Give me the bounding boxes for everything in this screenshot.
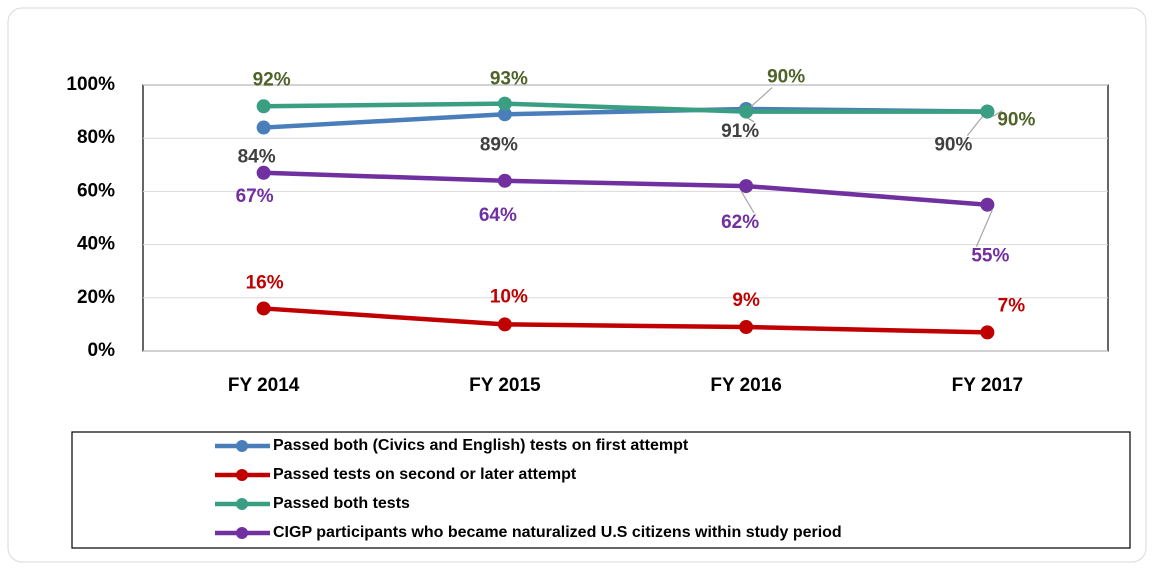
data-label: 84% bbox=[238, 147, 276, 168]
legend-marker bbox=[236, 440, 248, 452]
leader-line bbox=[992, 110, 1003, 118]
data-label: 91% bbox=[721, 121, 759, 142]
y-tick-label: 0% bbox=[88, 340, 116, 361]
chart-card bbox=[7, 7, 1147, 563]
legend-label: Passed tests on second or later attempt bbox=[273, 466, 577, 483]
leader-line bbox=[740, 190, 755, 214]
legend-marker bbox=[236, 498, 248, 510]
y-tick-label: 20% bbox=[77, 287, 115, 308]
y-tick-label: 100% bbox=[66, 74, 115, 95]
legend-box bbox=[71, 431, 1131, 549]
legend-marker bbox=[236, 469, 248, 481]
data-label: 9% bbox=[732, 290, 760, 311]
data-label: 16% bbox=[246, 272, 284, 293]
x-tick-label: FY 2017 bbox=[952, 375, 1023, 396]
series-line bbox=[263, 306, 988, 335]
y-tick-label: 60% bbox=[77, 180, 115, 201]
y-tick-label: 40% bbox=[77, 234, 115, 255]
data-point bbox=[256, 165, 271, 180]
x-tick-label: FY 2014 bbox=[228, 375, 300, 396]
legend-marker bbox=[236, 527, 248, 539]
data-point bbox=[256, 120, 271, 135]
data-point bbox=[497, 96, 512, 111]
series-line bbox=[263, 101, 988, 114]
data-point bbox=[739, 320, 754, 335]
data-point bbox=[739, 179, 754, 194]
series-line bbox=[263, 170, 988, 207]
data-label: 90% bbox=[767, 67, 805, 88]
legend-label: Passed both (Civics and English) tests o… bbox=[273, 437, 689, 454]
data-label: 10% bbox=[490, 286, 528, 307]
data-label: 89% bbox=[480, 134, 518, 155]
data-label: 55% bbox=[971, 246, 1009, 267]
data-label: 92% bbox=[253, 69, 291, 90]
data-label: 64% bbox=[479, 205, 517, 226]
data-label: 90% bbox=[997, 110, 1035, 131]
leader-line bbox=[750, 87, 773, 108]
data-label: 90% bbox=[934, 135, 972, 156]
data-point bbox=[497, 107, 512, 122]
leader-line bbox=[966, 116, 983, 136]
leader-line bbox=[975, 209, 993, 247]
data-point bbox=[980, 325, 995, 340]
data-point bbox=[256, 301, 271, 316]
data-point bbox=[497, 173, 512, 188]
y-tick-label: 80% bbox=[77, 127, 115, 148]
data-point bbox=[497, 317, 512, 332]
data-label: 93% bbox=[490, 69, 528, 90]
data-point bbox=[980, 197, 995, 212]
legend-label: CIGP participants who became naturalized… bbox=[273, 524, 842, 541]
x-tick-label: FY 2015 bbox=[469, 375, 541, 396]
data-point bbox=[256, 99, 271, 114]
data-label: 62% bbox=[721, 212, 759, 233]
data-point bbox=[980, 104, 995, 119]
data-label: 7% bbox=[998, 295, 1026, 316]
data-label: 67% bbox=[236, 186, 274, 207]
data-point bbox=[739, 104, 754, 119]
x-tick-label: FY 2016 bbox=[710, 375, 781, 396]
legend-label: Passed both tests bbox=[273, 495, 410, 512]
